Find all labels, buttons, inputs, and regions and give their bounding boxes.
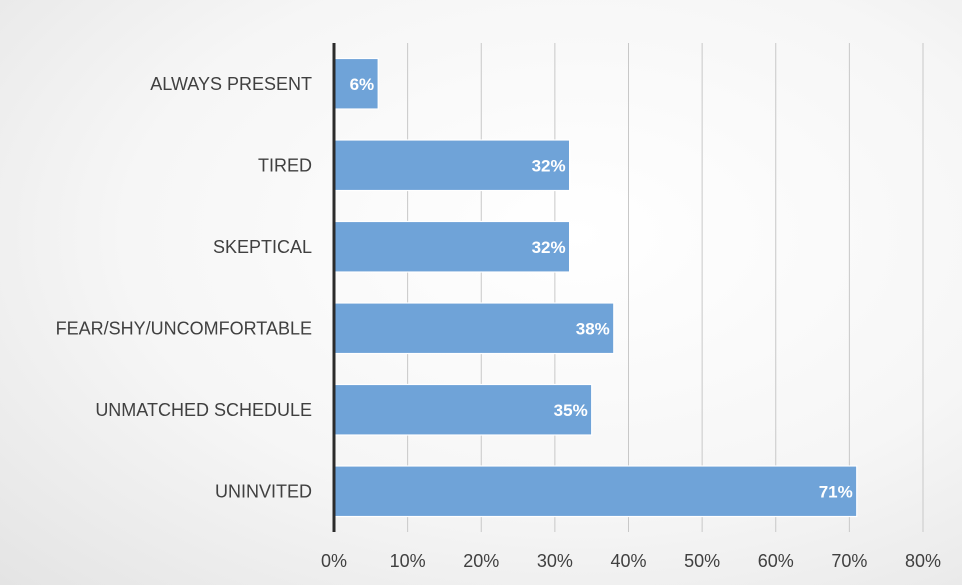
category-label: TIRED <box>258 155 312 175</box>
bars <box>333 57 858 518</box>
bar <box>333 302 615 355</box>
category-labels: ALWAYS PRESENT TIRED SKEPTICAL FEAR/SHY/UNC… <box>56 74 312 502</box>
x-tick-label: 20% <box>463 551 499 571</box>
data-label: 32% <box>532 238 566 257</box>
x-tick-label: 70% <box>831 551 867 571</box>
category-label: UNMATCHED SCHEDULE <box>95 400 312 420</box>
bar <box>333 220 571 273</box>
bar <box>333 465 858 518</box>
x-tick-label: 60% <box>758 551 794 571</box>
x-tick-label: 30% <box>537 551 573 571</box>
x-tick-labels: 0% 10% 20% 30% 40% 50% 60% 70% 80% <box>321 551 941 571</box>
gridlines <box>407 43 924 532</box>
bar <box>333 383 593 436</box>
category-label: SKEPTICAL <box>213 237 312 257</box>
data-label: 6% <box>350 75 375 94</box>
data-label: 71% <box>819 482 853 501</box>
x-tick-label: 50% <box>684 551 720 571</box>
x-tick-label: 40% <box>610 551 646 571</box>
category-label: UNINVITED <box>215 481 312 501</box>
data-labels: 6% 32% 32% 38% 35% 71% <box>350 75 853 502</box>
x-tick-label: 10% <box>390 551 426 571</box>
category-label: ALWAYS PRESENT <box>150 74 312 94</box>
bar <box>333 139 571 192</box>
x-tick-label: 80% <box>905 551 941 571</box>
x-tick-label: 0% <box>321 551 347 571</box>
data-label: 32% <box>532 156 566 175</box>
data-label: 35% <box>554 401 588 420</box>
category-label: FEAR/SHY/UNCOMFORTABLE <box>56 318 312 338</box>
data-label: 38% <box>576 319 610 338</box>
